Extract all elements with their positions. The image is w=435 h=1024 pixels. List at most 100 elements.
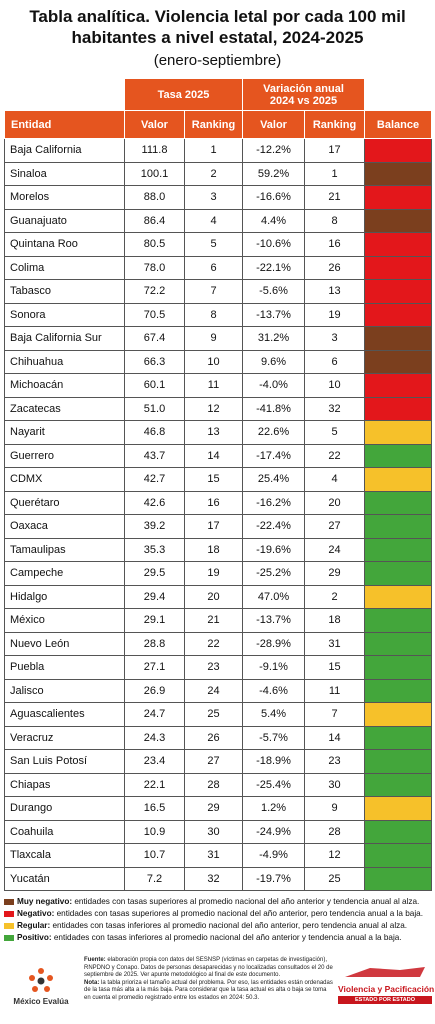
balance-cell — [364, 396, 433, 421]
cell: -13.7% — [242, 302, 306, 327]
cell: 2 — [304, 584, 366, 609]
cell: -22.1% — [242, 255, 306, 280]
balance-cell — [364, 561, 433, 586]
state-name: CDMX — [4, 467, 125, 492]
state-name: Sinaloa — [4, 161, 125, 186]
balance-cell — [364, 185, 433, 210]
state-name: Oaxaca — [4, 514, 125, 539]
cell: 42.6 — [124, 490, 185, 515]
title: Tabla analítica. Violencia letal por cad… — [29, 7, 406, 47]
cell: -16.6% — [242, 185, 306, 210]
cell: 31.2% — [242, 326, 306, 351]
cell: 7 — [183, 279, 244, 304]
cell: 70.5 — [124, 302, 185, 327]
cell: 46.8 — [124, 420, 185, 445]
balance-cell — [364, 608, 433, 633]
table-row: Colima 78.0 6 -22.1% 26 — [4, 255, 433, 280]
cell: 12 — [183, 396, 244, 421]
table-row: Yucatán 7.2 32 -19.7% 25 — [4, 866, 433, 891]
cell: 51.0 — [124, 396, 185, 421]
cell: 29.5 — [124, 561, 185, 586]
cell: -4.0% — [242, 373, 306, 398]
cell: 22 — [304, 443, 366, 468]
state-name: Morelos — [4, 185, 125, 210]
balance-cell — [364, 490, 433, 515]
cell: 27.1 — [124, 655, 185, 680]
cell: -5.6% — [242, 279, 306, 304]
cell: 4 — [183, 208, 244, 233]
table-row: Sonora 70.5 8 -13.7% 19 — [4, 302, 433, 327]
balance-cell — [364, 232, 433, 257]
logo-icon — [345, 967, 425, 977]
cell: 5.4% — [242, 702, 306, 727]
cell: 31 — [304, 631, 366, 656]
cell: -16.2% — [242, 490, 306, 515]
table-row: México 29.1 21 -13.7% 18 — [4, 608, 433, 633]
table-row: San Luis Potosí 23.4 27 -18.9% 23 — [4, 749, 433, 774]
table-row: Chihuahua 66.3 10 9.6% 6 — [4, 349, 433, 374]
cell: 6 — [183, 255, 244, 280]
table-row: Hidalgo 29.4 20 47.0% 2 — [4, 584, 433, 609]
state-name: Campeche — [4, 561, 125, 586]
state-name: Hidalgo — [4, 584, 125, 609]
legend-item: Muy negativo: entidades con tasas superi… — [4, 896, 431, 908]
cell: 32 — [304, 396, 366, 421]
cell: -19.6% — [242, 537, 306, 562]
state-name: Colima — [4, 255, 125, 280]
logo-text: Violencia y Pacificación — [338, 984, 435, 994]
cell: 22 — [183, 631, 244, 656]
cell: 5 — [183, 232, 244, 257]
source: Fuente: elaboración propia con datos del… — [84, 957, 334, 980]
state-name: Guanajuato — [4, 208, 125, 233]
cell: 22.1 — [124, 772, 185, 797]
state-name: Tamaulipas — [4, 537, 125, 562]
legend-text: entidades con tasas inferiores al promed… — [53, 933, 402, 942]
balance-cell — [364, 349, 433, 374]
cell: 30 — [304, 772, 366, 797]
cell: 12 — [304, 843, 366, 868]
cell: 15 — [304, 655, 366, 680]
cell: -5.7% — [242, 725, 306, 750]
table-row: Michoacán 60.1 11 -4.0% 10 — [4, 373, 433, 398]
legend-text: entidades con tasas superiores al promed… — [74, 897, 420, 906]
table-row: Guanajuato 86.4 4 4.4% 8 — [4, 208, 433, 233]
cell: 29.4 — [124, 584, 185, 609]
cell: 29.1 — [124, 608, 185, 633]
legend-swatch — [4, 922, 14, 929]
column-header: Valor — [124, 110, 185, 139]
balance-cell — [364, 584, 433, 609]
cell: 26 — [304, 255, 366, 280]
state-name: Michoacán — [4, 373, 125, 398]
cell: 78.0 — [124, 255, 185, 280]
legend-label: Muy negativo: — [17, 897, 73, 906]
cell: 32 — [183, 866, 244, 891]
cell: -25.2% — [242, 561, 306, 586]
group-header: Variación anual 2024 vs 2025 — [242, 78, 366, 111]
cell: 10 — [304, 373, 366, 398]
table-row: Quintana Roo 80.5 5 -10.6% 16 — [4, 232, 433, 257]
logo-text: México Evalúa — [13, 997, 69, 1006]
cell: 25 — [183, 702, 244, 727]
cell: 7 — [304, 702, 366, 727]
cell: -18.9% — [242, 749, 306, 774]
balance-cell — [364, 326, 433, 351]
logo: Violencia y Pacificación ESTADO POR ESTA… — [338, 965, 435, 1004]
state-name: Querétaro — [4, 490, 125, 515]
cell: 18 — [183, 537, 244, 562]
table-row: CDMX 42.7 15 25.4% 4 — [4, 467, 433, 492]
state-name: Puebla — [4, 655, 125, 680]
table-row: Tabasco 72.2 7 -5.6% 13 — [4, 279, 433, 304]
cell: 14 — [304, 725, 366, 750]
cell: 29 — [304, 561, 366, 586]
cell: 80.5 — [124, 232, 185, 257]
cell: 88.0 — [124, 185, 185, 210]
state-name: Yucatán — [4, 866, 125, 891]
balance-cell — [364, 819, 433, 844]
cell: 10 — [183, 349, 244, 374]
column-header: Valor — [242, 110, 306, 139]
column-header-row: Entidad Valor Ranking Valor Ranking Balance — [4, 110, 433, 139]
cell: 17 — [183, 514, 244, 539]
source-text: elaboración propia con datos del SESNSP … — [84, 957, 333, 979]
state-name: Nuevo León — [4, 631, 125, 656]
